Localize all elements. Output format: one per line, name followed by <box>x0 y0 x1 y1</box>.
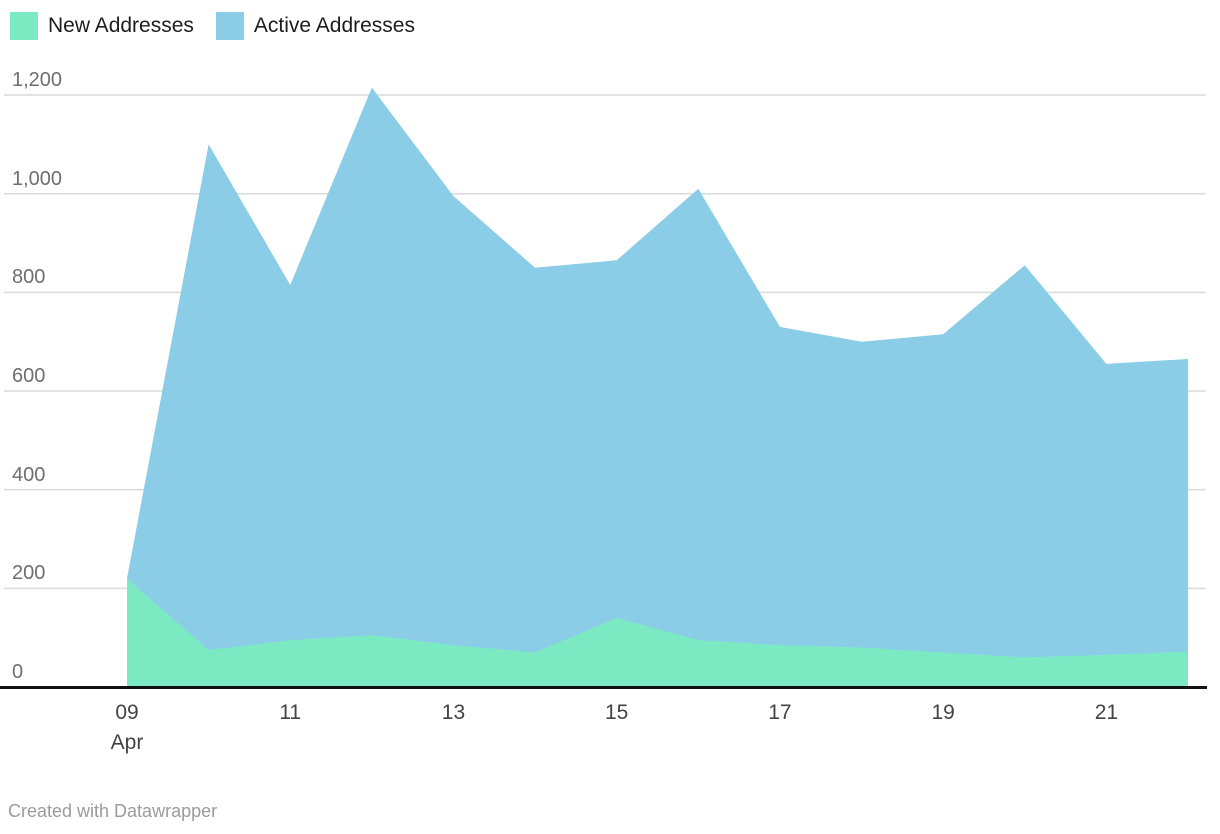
y-tick-label: 0 <box>12 661 24 683</box>
x-tick-label: 15 <box>605 701 629 724</box>
legend-label: Active Addresses <box>253 14 415 37</box>
x-tick-label: 21 <box>1094 701 1119 724</box>
datawrapper-credit: Created with Datawrapper <box>8 801 218 821</box>
y-tick-label: 1,200 <box>12 69 63 92</box>
x-tick-label: 19 <box>931 701 955 724</box>
new-addresses-swatch-icon <box>10 12 38 40</box>
legend-label: New Addresses <box>48 14 194 37</box>
x-tick-label: 17 <box>768 701 792 724</box>
x-tick-label: 11 <box>279 701 302 724</box>
legend-item-new-addresses: New Addresses <box>10 12 194 40</box>
x-tick-label: 13 <box>441 701 466 724</box>
y-tick-label: 400 <box>12 463 46 486</box>
y-tick-label: 600 <box>12 365 46 388</box>
active-addresses-swatch-icon <box>215 12 244 40</box>
legend-item-active-addresses: Active Addresses <box>215 12 415 40</box>
area-active-addresses <box>127 87 1188 687</box>
y-tick-label: 200 <box>12 562 46 585</box>
y-tick-label: 800 <box>12 266 46 289</box>
y-tick-label: 1,000 <box>12 167 63 190</box>
x-tick-sublabel: Apr <box>110 731 144 754</box>
area-new-addresses <box>127 578 1188 687</box>
x-tick-label: 09 <box>115 701 139 724</box>
chart-legend: New Addresses Active Addresses <box>10 12 415 40</box>
